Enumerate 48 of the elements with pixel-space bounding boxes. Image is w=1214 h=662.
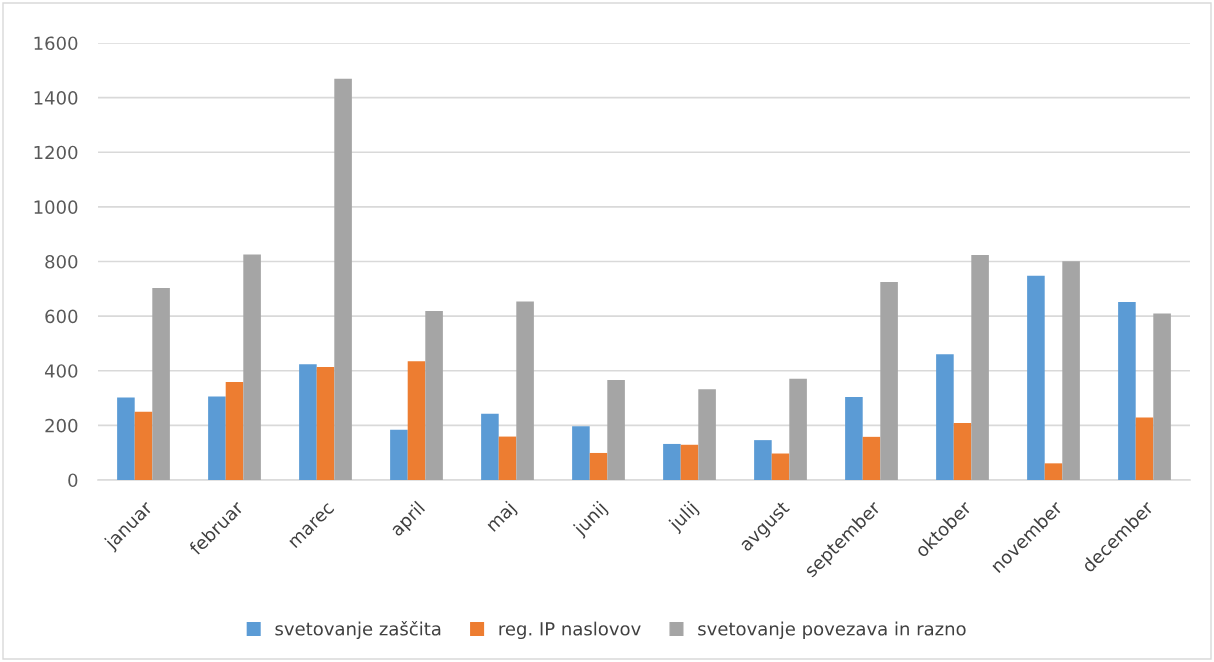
bar xyxy=(845,396,863,480)
bar xyxy=(134,411,153,480)
bar xyxy=(208,396,226,480)
y-tick-label: 1000 xyxy=(34,200,78,214)
bar xyxy=(680,444,699,480)
bar xyxy=(1062,261,1080,480)
bar xyxy=(1118,301,1136,480)
bar xyxy=(152,287,170,480)
y-tick-label: 600 xyxy=(45,309,78,324)
bar xyxy=(572,426,590,480)
y-tick-label: 200 xyxy=(45,418,78,433)
bar xyxy=(698,389,716,480)
bar xyxy=(589,452,608,480)
bar xyxy=(425,310,443,480)
bar xyxy=(299,364,317,480)
bar xyxy=(862,436,881,480)
bar xyxy=(971,254,989,480)
bar xyxy=(243,254,261,480)
bar xyxy=(316,366,335,480)
legend-label: svetovanje zaščita xyxy=(275,620,441,640)
bar xyxy=(771,453,790,480)
bar xyxy=(117,397,135,480)
bar xyxy=(953,422,972,480)
legend-label: reg. IP naslovov xyxy=(499,621,641,640)
bar xyxy=(1135,417,1154,480)
bar xyxy=(498,436,517,480)
y-tick-label: 800 xyxy=(45,254,78,269)
bar xyxy=(334,78,352,480)
y-tick-label: 1600 xyxy=(34,36,78,51)
bar xyxy=(936,354,954,480)
bar xyxy=(607,380,625,480)
bar xyxy=(880,281,898,480)
bar xyxy=(407,361,426,480)
bar xyxy=(789,378,807,480)
bar xyxy=(390,429,408,480)
bar xyxy=(516,301,534,480)
bar xyxy=(1044,463,1063,480)
legend-label: svetovanje povezava in razno xyxy=(698,621,966,640)
y-tick-label: 1400 xyxy=(34,91,78,105)
y-tick-label: 1200 xyxy=(34,145,78,160)
bar xyxy=(663,443,681,480)
y-tick-label: 400 xyxy=(44,364,78,378)
bar xyxy=(481,413,499,480)
y-tick-label: 0 xyxy=(68,473,78,488)
bar xyxy=(1153,313,1171,480)
bar xyxy=(754,440,772,480)
bar xyxy=(1027,275,1045,480)
bar xyxy=(225,381,244,480)
